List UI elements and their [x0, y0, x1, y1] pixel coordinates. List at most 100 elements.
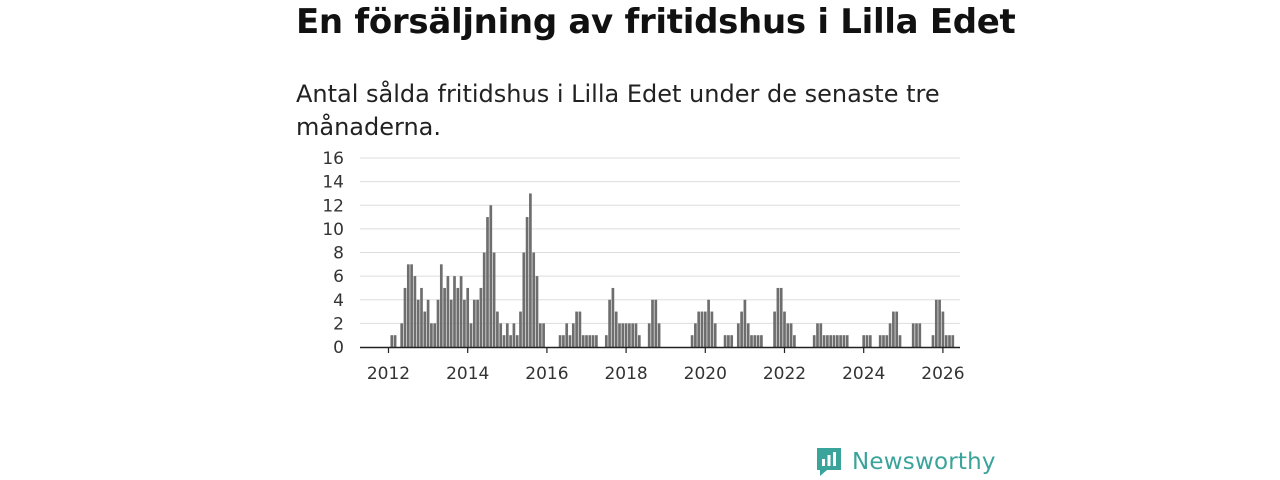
bar [938, 299, 941, 347]
highlight-value-label: 1 [971, 312, 972, 330]
bar [786, 323, 790, 347]
bar [637, 335, 641, 347]
bar [862, 335, 866, 347]
bar [486, 217, 489, 347]
bar [918, 323, 922, 347]
bar [710, 311, 714, 347]
bar [628, 323, 631, 347]
bar [476, 299, 479, 347]
bar [502, 335, 506, 347]
bar [941, 311, 945, 347]
bar [868, 335, 872, 347]
bar [571, 323, 575, 347]
bar [707, 299, 710, 347]
bar [888, 323, 892, 347]
bar [882, 335, 885, 347]
bar [588, 335, 592, 347]
bar [779, 287, 783, 347]
bar [463, 299, 466, 347]
bar [529, 193, 532, 347]
bar [826, 335, 829, 347]
bar [951, 335, 955, 347]
bar [621, 323, 625, 347]
y-tick-label: 4 [333, 291, 344, 311]
bar [736, 323, 740, 347]
bar [390, 335, 394, 347]
bar [413, 276, 417, 347]
bar [400, 323, 404, 347]
bar [885, 335, 889, 347]
bar [839, 335, 842, 347]
bar [760, 335, 763, 347]
bar [614, 311, 618, 347]
bar [562, 335, 565, 347]
bar [453, 276, 456, 347]
bar [944, 335, 948, 347]
bar [558, 335, 562, 347]
bar [489, 205, 493, 347]
bar [436, 299, 440, 347]
bar [532, 252, 536, 347]
x-tick-label: 2016 [525, 364, 568, 384]
bar [835, 335, 839, 347]
bar [700, 311, 704, 347]
brand-name: Newsworthy [852, 449, 996, 475]
bar [499, 323, 503, 347]
bar [816, 323, 819, 347]
y-tick-label: 12 [322, 196, 344, 216]
y-tick-label: 6 [333, 267, 344, 287]
bar [654, 299, 658, 347]
bar [812, 335, 816, 347]
bar [819, 323, 823, 347]
bar [730, 335, 734, 347]
brand-logo[interactable]: Newsworthy [815, 446, 996, 478]
chart-title: En försäljning av fritidshus i Lilla Ede… [296, 2, 1016, 42]
y-tick-label: 14 [322, 173, 344, 193]
bar [568, 335, 572, 347]
y-tick-label: 8 [333, 244, 344, 264]
bar [651, 299, 654, 347]
bar [756, 335, 760, 347]
bar [512, 323, 516, 347]
bar [581, 335, 585, 347]
bar [789, 323, 793, 347]
bar [690, 335, 694, 347]
bar [878, 335, 882, 347]
x-tick-label: 2012 [367, 364, 410, 384]
bar [611, 287, 615, 347]
bar [895, 311, 899, 347]
bar [423, 311, 427, 347]
bar [439, 264, 443, 347]
chart-subtitle: Antal sålda fritidshus i Lilla Edet unde… [296, 80, 940, 141]
bar [459, 276, 463, 347]
bar [515, 335, 519, 347]
bar [793, 335, 796, 347]
bar [865, 335, 869, 347]
bar [426, 299, 430, 347]
bar [618, 323, 621, 347]
bar [575, 311, 578, 347]
bar [430, 323, 433, 347]
y-tick-label: 10 [322, 220, 344, 240]
bar [469, 323, 473, 347]
bar [595, 335, 598, 347]
x-tick-label: 2014 [446, 364, 489, 384]
bar [822, 335, 826, 347]
bar [911, 323, 915, 347]
bar [585, 335, 588, 347]
bar-chart: 0 2 4 6 8 10 12 14 16 1 2012 2014 2016 2018 2020 2022 20… [322, 149, 972, 384]
bar [591, 335, 595, 347]
bar [773, 311, 776, 347]
bar [703, 311, 707, 347]
bar [743, 299, 747, 347]
x-tick-label: 2024 [842, 364, 885, 384]
bar [393, 335, 397, 347]
bar [753, 335, 757, 347]
bar [410, 264, 413, 347]
bar [697, 311, 701, 347]
bar [832, 335, 836, 347]
bar [657, 323, 661, 347]
bar [948, 335, 951, 347]
bar [842, 335, 846, 347]
bar [406, 264, 410, 347]
